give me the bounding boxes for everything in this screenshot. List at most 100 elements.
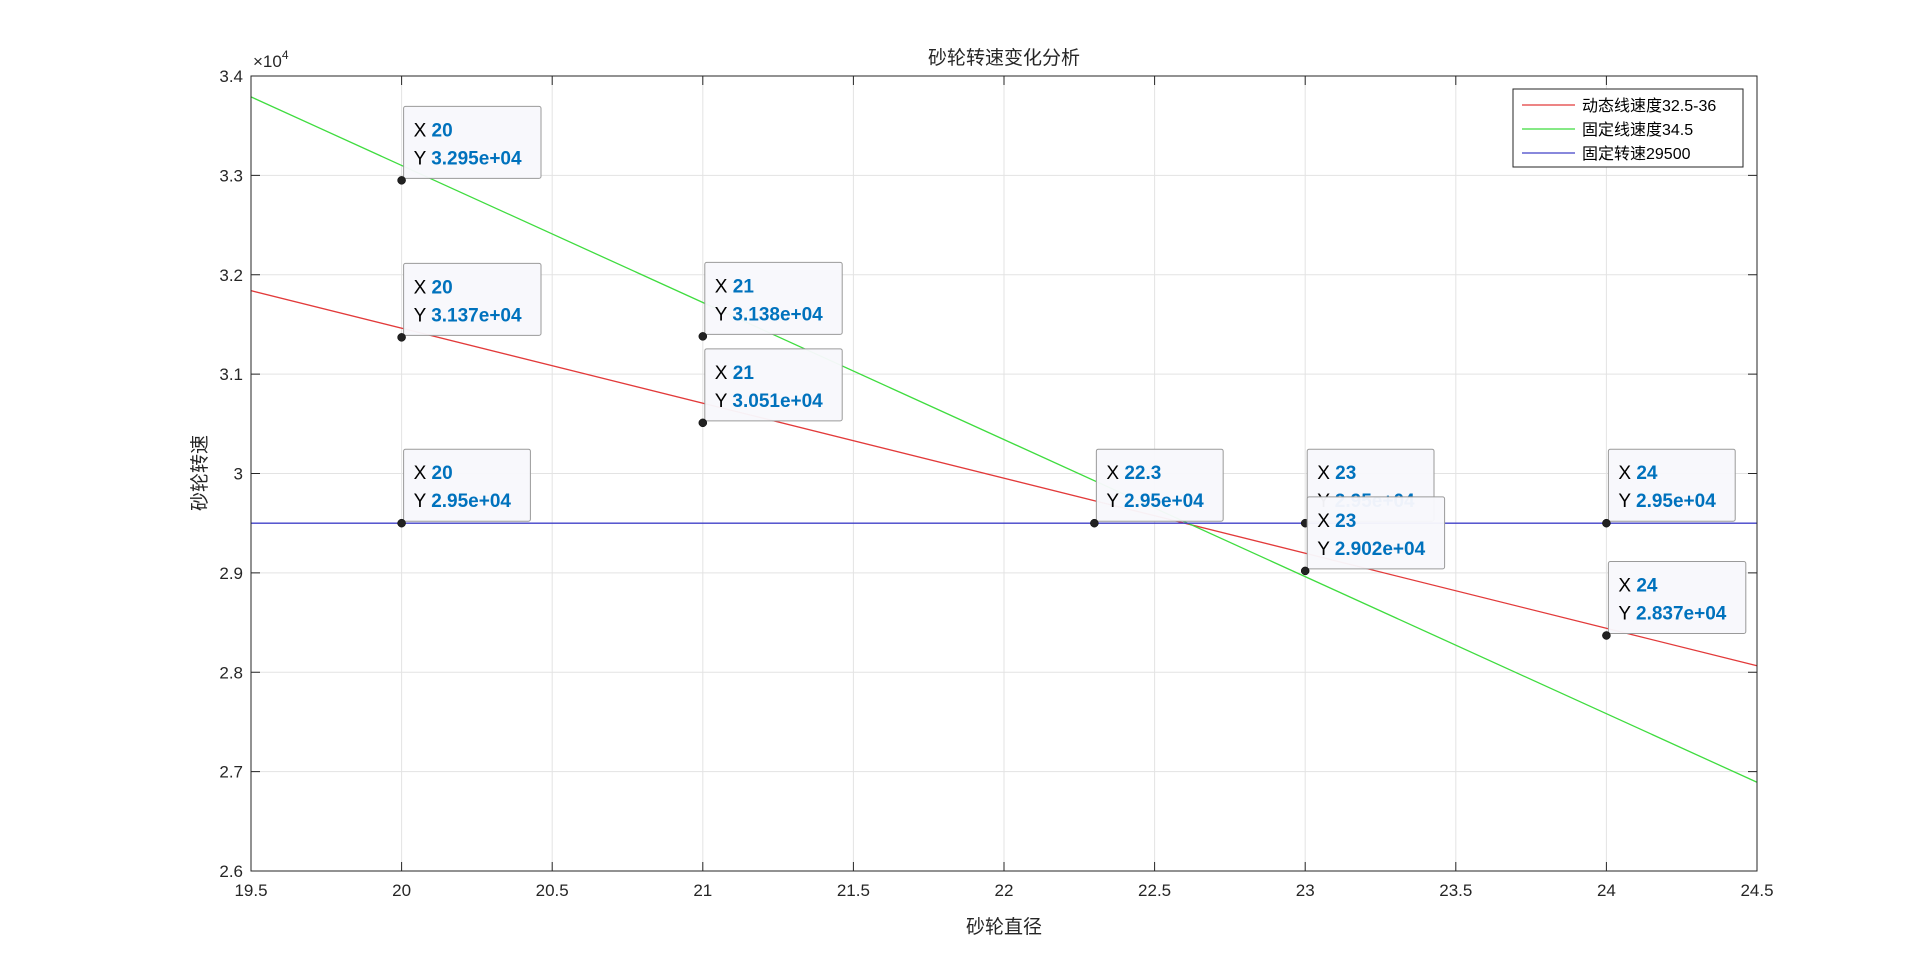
datatip-marker[interactable] — [397, 176, 406, 185]
datatip-y-prefix: Y — [715, 304, 733, 325]
y-tick-label: 3.1 — [219, 365, 243, 384]
datatip-y-value: 2.95e+04 — [1636, 491, 1716, 512]
datatip-x-value: 20 — [432, 120, 453, 141]
datatip-y-prefix: Y — [1618, 491, 1636, 512]
datatip-marker[interactable] — [397, 333, 406, 342]
datatip-y-prefix: Y — [715, 391, 733, 412]
datatip-y-row: Y 2.95e+04 — [414, 491, 512, 512]
x-tick-label: 23 — [1296, 881, 1315, 900]
datatip-x-row: X 23 — [1317, 463, 1356, 484]
x-tick-label: 24.5 — [1740, 881, 1773, 900]
x-tick-label: 20.5 — [536, 881, 569, 900]
datatip-x-row: X 24 — [1618, 575, 1658, 596]
datatip-x-prefix: X — [715, 276, 733, 297]
y-tick-label: 3.2 — [219, 266, 243, 285]
legend-entry-fixed-rpm: 固定转速29500 — [1582, 145, 1691, 163]
datatip-marker[interactable] — [698, 418, 708, 428]
x-tick-label: 23.5 — [1439, 881, 1472, 900]
series-line-dynamic-speed — [250, 290, 1758, 667]
y-tick-label: 3.3 — [219, 166, 243, 185]
x-axis-title: 砂轮直径 — [966, 916, 1042, 938]
datatip-marker[interactable] — [397, 518, 406, 528]
datatip[interactable]: X 20 Y 3.295e+04 — [397, 105, 542, 185]
datatip-x-value: 22.3 — [1124, 463, 1161, 484]
plot-lines — [250, 96, 1758, 783]
datatip-box — [403, 105, 542, 179]
datatip-x-value: 20 — [432, 463, 453, 484]
y-tick-label: 3 — [234, 465, 243, 484]
datatip-x-value: 23 — [1335, 511, 1356, 532]
datatip-y-value: 3.051e+04 — [732, 391, 823, 412]
y-tick-label: 2.9 — [219, 564, 243, 583]
datatip[interactable]: X 21Y 3.138e+04 — [698, 261, 843, 341]
datatip-x-prefix: X — [414, 463, 432, 484]
series-line-fixed-linear-speed — [250, 96, 1758, 783]
datatip-y-value: 2.95e+04 — [431, 491, 511, 512]
datatip-marker[interactable] — [698, 332, 708, 341]
y-axis-title: 砂轮转速 — [189, 435, 211, 511]
legend: 动态线速度32.5-36 固定线速度34.5 固定转速29500 — [1512, 88, 1744, 168]
y-tick-label: 2.7 — [219, 763, 243, 782]
datatip-y-value: 2.902e+04 — [1335, 539, 1426, 560]
datatip-x-row: X 20 — [414, 277, 453, 298]
datatip-y-row: Y 2.902e+04 — [1317, 539, 1425, 560]
datatip-y-value: 2.837e+04 — [1636, 603, 1727, 624]
datatip-x-row: X 22.3 — [1106, 463, 1161, 484]
x-tick-label: 21.5 — [837, 881, 870, 900]
x-tick-label: 22.5 — [1138, 881, 1171, 900]
datatip-box — [1095, 448, 1224, 522]
datatip[interactable]: X 20Y 2.95e+04 — [397, 448, 531, 528]
datatip-x-value: 24 — [1636, 575, 1658, 596]
legend-box — [1512, 88, 1744, 168]
datatip-box — [403, 448, 531, 522]
x-tick-label: 21 — [693, 881, 712, 900]
datatip-x-row: X 23 — [1317, 511, 1356, 532]
datatip-x-value: 21 — [733, 276, 755, 297]
datatip-x-row: X 20 — [414, 463, 453, 484]
datatip-y-prefix: Y — [414, 148, 432, 169]
datatip-y-value: 2.95e+04 — [1124, 491, 1204, 512]
datatip[interactable]: X 24Y 2.95e+04 — [1602, 448, 1736, 528]
axis-ticks: 19.5 20 20.5 21 21.5 22 22.5 23 23.5 24 24.5 2.6 2.7… — [219, 67, 1773, 900]
y-tick-label: 2.6 — [219, 862, 243, 881]
legend-entry-dynamic-speed: 动态线速度32.5-36 — [1582, 97, 1716, 115]
datatip[interactable]: X 22.3 Y 2.95e+04 — [1090, 448, 1224, 528]
datatip-x-row: X 21 — [715, 276, 755, 297]
datatip-x-prefix: X — [1618, 463, 1636, 484]
datatip-marker[interactable] — [1602, 518, 1611, 528]
datatip-x-prefix: X — [1618, 575, 1636, 596]
datatip[interactable]: X 20 Y 3.137e+04 — [397, 262, 542, 342]
legend-entry-fixed-linear-speed: 固定线速度34.5 — [1582, 121, 1693, 139]
datatip-y-row: Y 3.295e+04 — [414, 148, 522, 169]
datatip-y-value: 3.295e+04 — [431, 148, 522, 169]
datatip-x-value: 20 — [432, 277, 453, 298]
x-tick-label: 19.5 — [234, 881, 267, 900]
datatip[interactable]: X 23 Y 2.902e+04 — [1300, 496, 1446, 576]
datatips: X 20Y 3.295e+04X 20Y 3.137e+04X 20Y 2.95… — [397, 105, 1747, 640]
datatip-x-prefix: X — [715, 363, 733, 384]
datatip-x-value: 23 — [1335, 463, 1356, 484]
datatip-box — [403, 262, 542, 336]
datatip-x-prefix: X — [1317, 463, 1335, 484]
chart-title: 砂轮转速变化分析 — [928, 47, 1080, 69]
datatip-y-row: Y 3.138e+04 — [715, 304, 823, 325]
datatip-x-row: X 20 — [414, 120, 453, 141]
datatip-y-prefix: Y — [1106, 491, 1124, 512]
datatip-marker[interactable] — [1090, 518, 1099, 528]
datatip-x-prefix: X — [414, 277, 432, 298]
datatip-y-row: Y 2.95e+04 — [1618, 491, 1716, 512]
y-tick-label: 2.8 — [219, 663, 243, 682]
datatip[interactable]: X 21Y 3.051e+04 — [698, 348, 843, 428]
datatip-marker[interactable] — [1300, 566, 1310, 576]
datatip-y-prefix: Y — [414, 491, 432, 512]
datatip-x-value: 21 — [733, 363, 755, 384]
datatip-box — [704, 348, 843, 422]
datatip-y-value: 3.138e+04 — [732, 304, 823, 325]
y-tick-label: 3.4 — [219, 67, 243, 86]
x-tick-label: 22 — [995, 881, 1014, 900]
datatip-y-row: Y 3.137e+04 — [414, 305, 522, 326]
datatip-marker[interactable] — [1602, 631, 1611, 640]
datatip-x-prefix: X — [1317, 511, 1335, 532]
datatip[interactable]: X 24Y 2.837e+04 — [1602, 560, 1747, 640]
